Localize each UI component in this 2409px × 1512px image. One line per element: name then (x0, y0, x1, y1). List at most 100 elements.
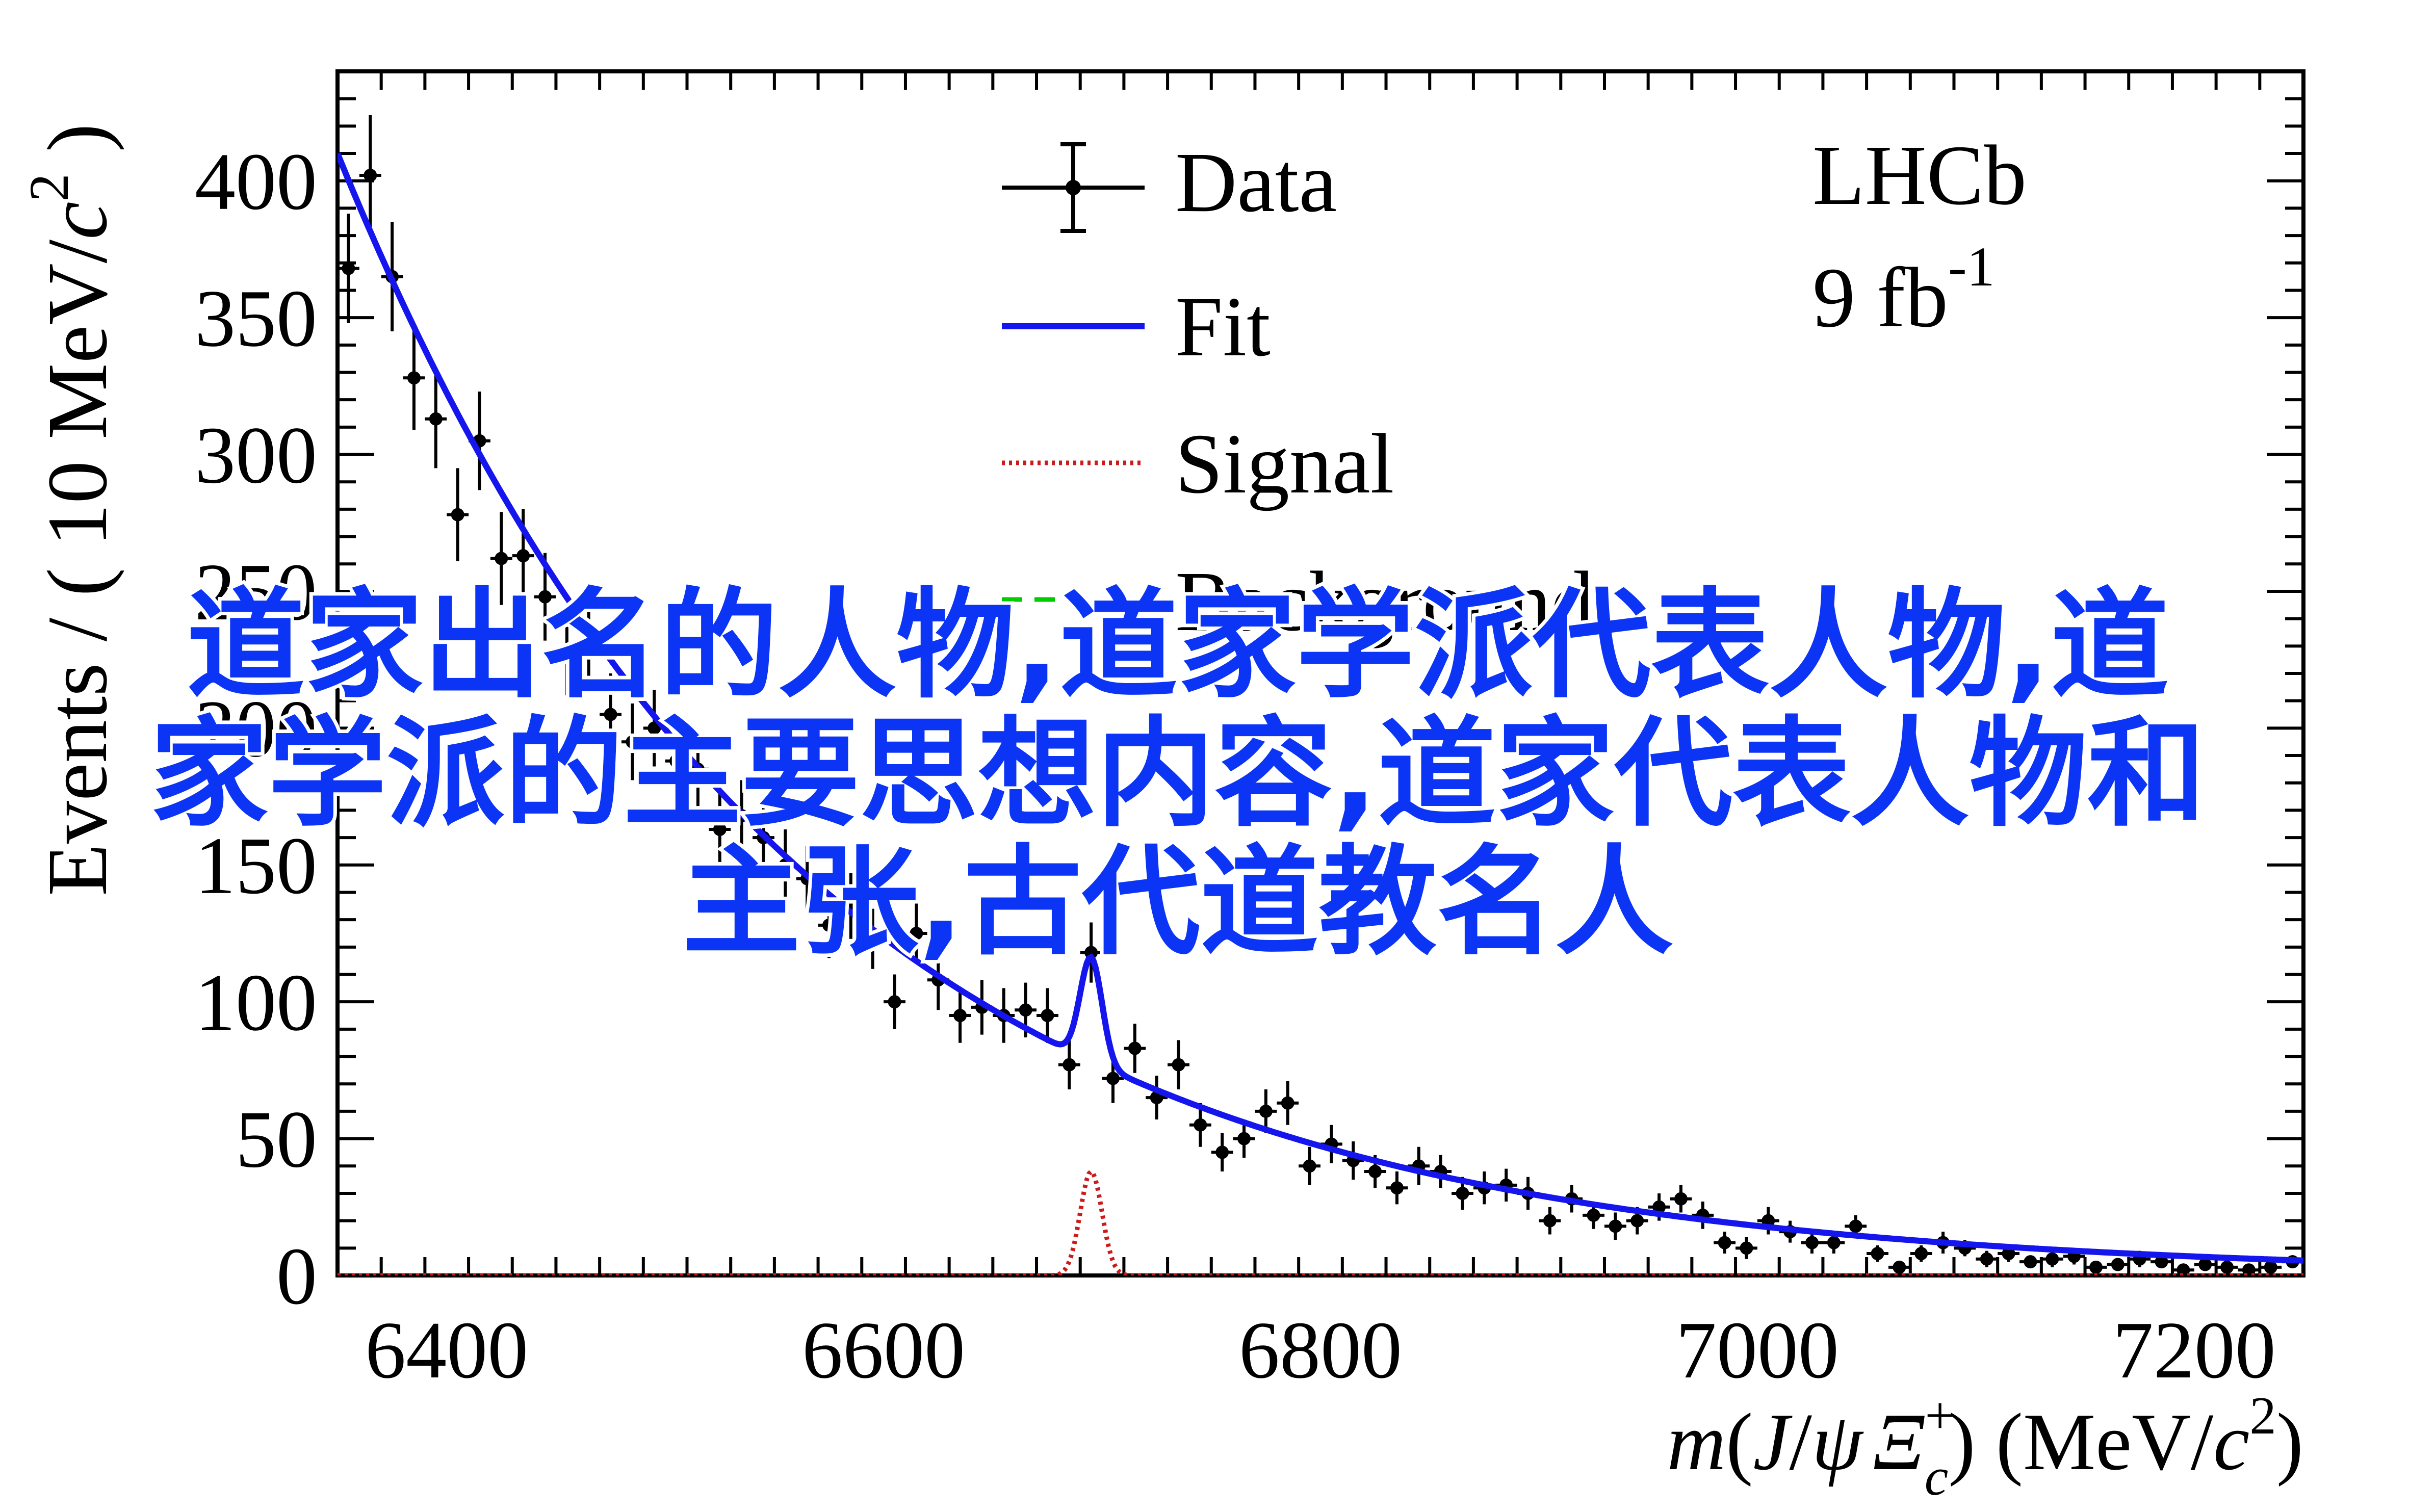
luminosity-value: 9 fb (1812, 250, 1948, 345)
data-point (1604, 1212, 1626, 1240)
x-axis-title-unit: (MeV/ (1976, 1396, 2214, 1487)
x-axis-title-sup: + (1925, 1386, 1955, 1445)
data-point (1124, 1024, 1146, 1073)
x-tick-label: 6600 (802, 1305, 965, 1395)
data-point (1714, 1232, 1736, 1254)
legend-data-label: Data (1175, 135, 1337, 230)
data-point (403, 326, 425, 430)
data-point (2194, 1258, 2216, 1271)
data-point (1823, 1232, 1845, 1254)
x-tick-labels: 6400 6600 6800 7000 7200 (365, 1305, 2276, 1395)
x-axis-title-open: ( (1726, 1396, 1753, 1487)
data-point (447, 468, 469, 561)
data-point (818, 892, 840, 958)
y-axis-title: Events / ( 10 MeV/c2 ) (18, 123, 125, 896)
data-point (1408, 1146, 1430, 1185)
data-point (1037, 988, 1058, 1043)
data-point (1058, 1040, 1080, 1089)
data-point (578, 602, 600, 690)
y-tick-label: 350 (195, 273, 317, 363)
luminosity-label: 9 fb-1 (1812, 236, 1995, 345)
data-point (2085, 1260, 2107, 1274)
data-point (2151, 1255, 2172, 1269)
y-tick-label: 300 (195, 410, 317, 501)
y-axis-title-sup: 2 (18, 173, 80, 201)
y-tick-label: 100 (195, 957, 317, 1048)
data-point (884, 974, 905, 1029)
y-tick-label: 150 (195, 820, 317, 911)
data-point (2107, 1258, 2129, 1271)
y-tick-label: 400 (195, 136, 317, 227)
watermark-line-2: 家学派的主要思想内容,道家代表人物和 (146, 705, 2209, 843)
y-axis-title-prefix: Events / ( 10 MeV/ (30, 240, 125, 896)
data-point (1801, 1232, 1823, 1254)
data-point (1539, 1207, 1561, 1235)
y-tick-label: 50 (236, 1094, 317, 1185)
x-axis-title-slash: / (1789, 1396, 1812, 1487)
data-point (1342, 1141, 1364, 1180)
legend-data-marker (1002, 142, 1145, 233)
data-point (1867, 1245, 1888, 1262)
data-point (359, 115, 381, 236)
data-point (556, 608, 578, 695)
x-tick-label: 6400 (365, 1305, 528, 1395)
data-point (905, 903, 927, 964)
data-point (1735, 1237, 1757, 1259)
data-point (1189, 1103, 1211, 1147)
x-tick-label: 7000 (1676, 1305, 1839, 1395)
x-axis-title-unit-sup: 2 (2249, 1386, 2276, 1445)
data-point (2260, 1260, 2282, 1274)
x-axis-title: m(J/ψ Ξ+ c) (MeV/c2) (1667, 1386, 2303, 1506)
legend-signal-label: Signal (1175, 416, 1394, 511)
fit-curve (338, 152, 2303, 1264)
data-point (1233, 1119, 1255, 1158)
x-axis-title-sub: c (1925, 1447, 1949, 1506)
watermark-line-1: 道家出名的人物,道家学派代表人物,道 (183, 577, 2172, 714)
legend: Data Fit Signal Background (1002, 135, 1594, 649)
data-point (1255, 1089, 1277, 1133)
data-point (1757, 1207, 1779, 1235)
data-point (1146, 1076, 1168, 1120)
luminosity-exponent: -1 (1948, 236, 1995, 298)
legend-fit-label: Fit (1175, 279, 1271, 374)
data-point (1910, 1245, 1932, 1262)
x-axis-title-psi: ψ (1812, 1396, 1864, 1487)
data-point (1692, 1202, 1714, 1229)
x-axis-title-unit-close: ) (2276, 1396, 2303, 1487)
data-point (490, 512, 512, 605)
data-point (2019, 1255, 2041, 1269)
data-point (338, 214, 359, 323)
x-axis-title-close: ) (1948, 1396, 1975, 1487)
y-tick-label: 200 (195, 683, 317, 774)
axis-ticks (336, 70, 2305, 1277)
data-point (621, 703, 643, 780)
y-axis-title-suffix: ) (30, 123, 125, 173)
x-axis-title-J: J (1753, 1396, 1793, 1487)
data-point (1168, 1040, 1189, 1089)
watermark-text: 道家出名的人物,道家学派代表人物,道 家学派的主要思想内容,道家代表人物和 主张… (61, 577, 2294, 971)
data-point (1277, 1081, 1299, 1125)
data-point (1386, 1171, 1408, 1205)
x-axis-title-xi: Ξ (1873, 1396, 1925, 1487)
legend-background-label: Background (1175, 554, 1594, 649)
y-tick-label: 250 (195, 546, 317, 637)
x-axis-title-unit-var: c (2213, 1396, 2249, 1487)
y-axis-title-var: c (30, 201, 125, 240)
y-tick-labels: 0 50 100 150 200 250 300 350 400 (195, 136, 317, 1321)
data-point (949, 988, 971, 1043)
data-point (2238, 1263, 2260, 1275)
y-tick-label: 0 (276, 1231, 317, 1321)
experiment-label: LHCb (1812, 128, 2027, 223)
data-point (1670, 1185, 1692, 1213)
x-axis-title-m: m (1667, 1396, 1726, 1487)
data-point (1888, 1260, 1910, 1274)
data-point (600, 673, 621, 756)
x-tick-label: 7200 (2113, 1305, 2276, 1395)
data-point (2172, 1263, 2194, 1275)
data-point (2041, 1250, 2063, 1267)
data-point (1211, 1133, 1233, 1172)
data-point (425, 370, 447, 468)
watermark-line-3: 主张,古代道教名人 (679, 833, 1677, 971)
x-tick-label: 6800 (1239, 1305, 1402, 1395)
